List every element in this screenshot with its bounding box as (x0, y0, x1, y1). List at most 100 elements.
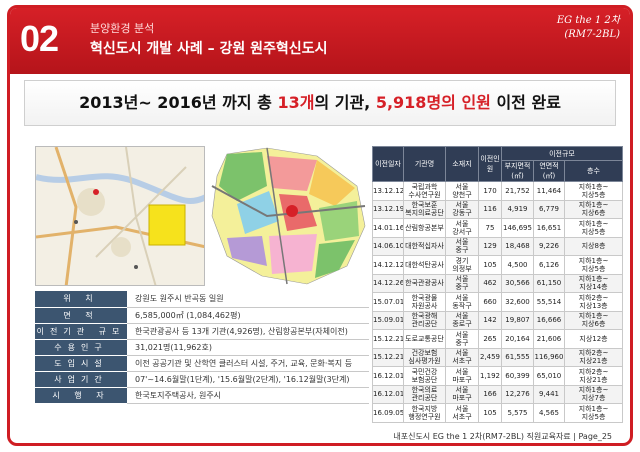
cell-floors: 지하1층~ 지상5층 (564, 255, 623, 275)
cell-location: 경기 의정부 (445, 255, 479, 275)
cell-date: 15.07.01 (372, 292, 404, 312)
header-floors: 층수 (564, 160, 623, 182)
headline-part-3: 이전 완료 (490, 93, 561, 112)
table-row: 15.09.01 한국광해 관리공단 서울 종로구 142 19,807 16,666 지하1층… (372, 310, 623, 330)
project-info-table: 위 치 강원도 원주시 반곡동 일원 면 적 6,585,000㎡ (1,084,46… (35, 291, 369, 404)
cell-staff: 265 (478, 329, 502, 349)
cell-org: 한국광해 관리공단 (403, 310, 446, 330)
cell-date: 14.06.10 (372, 236, 404, 256)
headline: 2013년~ 2016년 까지 총 13개의 기관, 5,918명의 인원 이전… (24, 80, 616, 126)
section-number: 02 (20, 18, 59, 59)
cell-floors: 지하2층~ 지상21층 (564, 347, 623, 367)
table-row: 14.12.12 대한석탄공사 경기 의정부 105 4,500 6,126 지하1층~ 지상5… (372, 255, 623, 275)
cell-land-area: 61,555 (501, 347, 534, 367)
cell-org: 한국광물 자원공사 (403, 292, 446, 312)
section-title: 혁신도시 개발 사례 – 강원 원주혁신도시 (90, 41, 328, 57)
cell-location: 서울 마포구 (445, 366, 479, 386)
cell-land-area: 146,695 (501, 218, 534, 238)
cell-date: 15.12.21 (372, 347, 404, 367)
cell-date: 15.12.21 (372, 329, 404, 349)
info-value: 한국관광공사 등 13개 기관(4,926명), 산림항공본부(자체이전) (127, 323, 369, 340)
info-label: 도입시설 (35, 355, 127, 372)
cell-date: 16.09.05 (372, 403, 404, 423)
cell-staff: 2,459 (478, 347, 502, 367)
cell-staff: 166 (478, 384, 502, 404)
cell-date: 14.12.26 (372, 273, 404, 293)
cell-location: 서울 서초구 (445, 347, 479, 367)
cell-location: 서울 종로구 (445, 310, 479, 330)
cell-org: 대한석탄공사 (403, 255, 446, 275)
info-label: 이전기관 규모 (35, 323, 127, 340)
info-value: 07'~14.6월말(1단계), '15.6월말(2단계), '16.12월말(… (127, 371, 369, 388)
table-row: 13.12.19 한국보훈 복지의료공단 서울 강동구 116 4,919 6,779 지하1층… (372, 199, 623, 219)
info-row: 도입시설 이전 공공기관 및 산학연 클러스터 시설, 주거, 교육, 문화·복지… (35, 355, 369, 372)
headline-people: 5,918명의 인원 (375, 93, 491, 112)
cell-location: 서울 강서구 (445, 218, 479, 238)
table-row: 16.12.01 한국의료 관리공단 서울 마포구 166 12,276 9,441 지하1층~… (372, 384, 623, 404)
land-use-map-image (207, 146, 369, 286)
cell-location: 서울 중구 (445, 329, 479, 349)
header-land-area: 부지면적(㎡) (501, 160, 534, 182)
cell-land-area: 18,468 (501, 236, 534, 256)
cell-floor-area: 6,126 (533, 255, 565, 275)
cell-location: 서울 서초구 (445, 403, 479, 423)
page-footer: 내포신도시 EG the 1 2차(RM7-2BL) 직원교육자료 | Page… (393, 432, 612, 441)
cell-land-area: 20,164 (501, 329, 534, 349)
cell-floors: 지상12층 (564, 329, 623, 349)
info-label: 면 적 (35, 307, 127, 324)
cell-floors: 지하1층~ 지상6층 (564, 310, 623, 330)
cell-location: 서울 마포구 (445, 384, 479, 404)
cell-staff: 116 (478, 199, 502, 219)
cell-date: 14.12.12 (372, 255, 404, 275)
table-row: 13.12.12 국립과학 수사연구원 서울 양천구 170 21,752 11,464 지하1… (372, 181, 623, 201)
headline-count: 13개 (277, 93, 315, 112)
cell-location: 서울 중구 (445, 236, 479, 256)
cell-date: 13.12.19 (372, 199, 404, 219)
table-row: 15.12.21 도로교통공단 서울 중구 265 20,164 21,606 지상12층 (372, 329, 623, 349)
cell-floors: 지하1층~ 지상5층 (564, 218, 623, 238)
cell-floor-area: 9,441 (533, 384, 565, 404)
cell-land-area: 60,399 (501, 366, 534, 386)
cell-floors: 지하2층~ 지상21층 (564, 366, 623, 386)
info-row: 시 행 자 한국토지주택공사, 원주시 (35, 387, 369, 404)
cell-land-area: 32,600 (501, 292, 534, 312)
cell-org: 한국보훈 복지의료공단 (403, 199, 446, 219)
cell-floors: 지하1층~ 지상5층 (564, 403, 623, 423)
cell-org: 건강보험 심사평가원 (403, 347, 446, 367)
cell-date: 16.12.01 (372, 366, 404, 386)
corner-line-1: EG the 1 2차 (556, 15, 620, 26)
headline-part-1: 2013년~ 2016년 까지 총 (79, 93, 278, 112)
cell-floor-area: 21,606 (533, 329, 565, 349)
cell-staff: 105 (478, 403, 502, 423)
header-scale: 이전규모 (501, 146, 623, 161)
section-subtitle: 분양환경 분석 (90, 22, 155, 35)
cell-floor-area: 61,150 (533, 273, 565, 293)
info-row: 수용인구 31,021명(11,962호) (35, 339, 369, 356)
corner-line-2: (RM7-2BL) (564, 29, 620, 40)
headline-part-2: 의 기관, (314, 93, 376, 112)
table-row: 16.12.01 국민건강 보험공단 서울 마포구 1,192 60,399 65,010 지하… (372, 366, 623, 386)
cell-floors: 지상8층 (564, 236, 623, 256)
cell-location: 서울 양천구 (445, 181, 479, 201)
info-value: 강원도 원주시 반곡동 일원 (127, 291, 369, 308)
cell-staff: 105 (478, 255, 502, 275)
cell-staff: 1,192 (478, 366, 502, 386)
cell-org: 국민건강 보험공단 (403, 366, 446, 386)
info-label: 시 행 자 (35, 387, 127, 404)
cell-date: 15.09.01 (372, 310, 404, 330)
cell-floor-area: 16,666 (533, 310, 565, 330)
project-corner-label: EG the 1 2차 (RM7-2BL) (557, 14, 620, 42)
cell-floor-area: 65,010 (533, 366, 565, 386)
info-row: 면 적 6,585,000㎡ (1,084,462평) (35, 307, 369, 324)
cell-org: 한국관광공사 (403, 273, 446, 293)
info-value: 이전 공공기관 및 산학연 클러스터 시설, 주거, 교육, 문화·복지 등 (127, 355, 369, 372)
header-org: 기관명 (403, 146, 446, 182)
table-row: 16.09.05 한국지방 행정연구원 서울 서초구 105 5,575 4,565 지하1층~… (372, 403, 623, 423)
cell-floor-area: 55,514 (533, 292, 565, 312)
cell-floor-area: 11,464 (533, 181, 565, 201)
header-floor-area: 연면적(㎡) (533, 160, 565, 182)
cell-staff: 75 (478, 218, 502, 238)
cell-org: 한국지방 행정연구원 (403, 403, 446, 423)
cell-land-area: 30,566 (501, 273, 534, 293)
cell-staff: 142 (478, 310, 502, 330)
